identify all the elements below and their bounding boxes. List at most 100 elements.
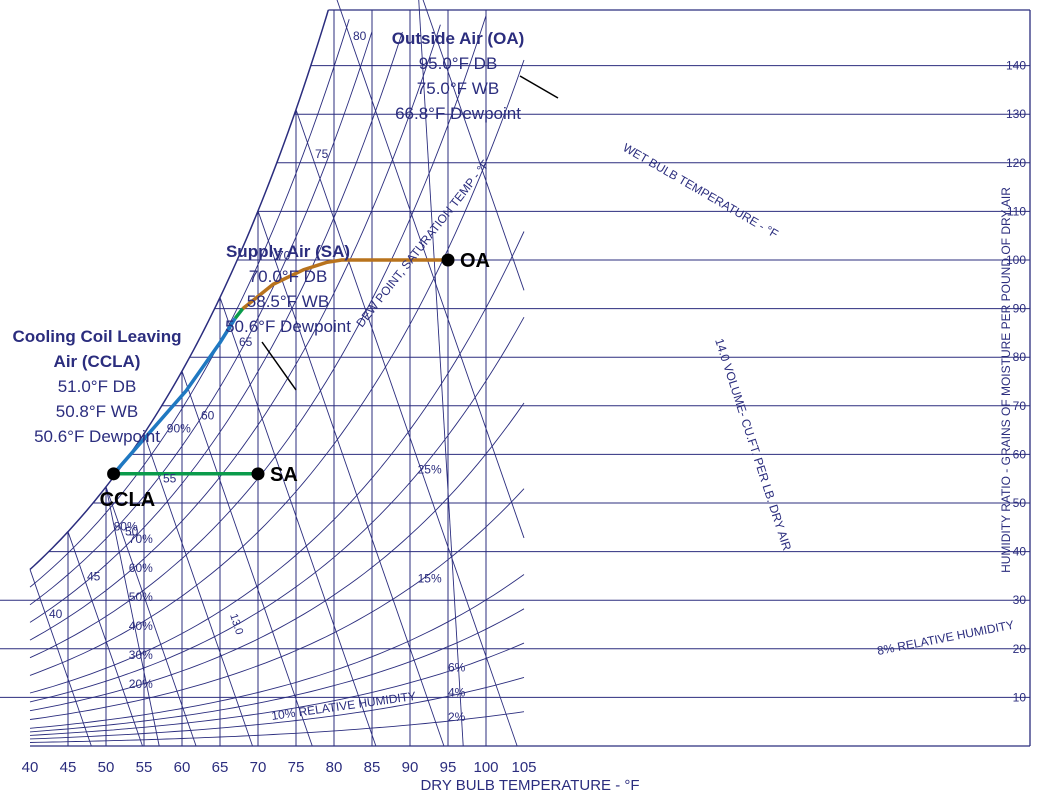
- x-tick-label: 40: [22, 759, 39, 776]
- x-tick-label: 65: [212, 759, 229, 776]
- chart-grid: [0, 0, 1031, 747]
- point-label: CCLA: [100, 489, 156, 511]
- x-tick-label: 60: [174, 759, 191, 776]
- relative-humidity-curve: [29, 19, 350, 588]
- x-tick-label: 70: [250, 759, 267, 776]
- volume-line: [418, 0, 464, 747]
- relative-humidity-curve: [29, 642, 525, 736]
- state-point: [251, 467, 265, 481]
- relative-humidity-curve: [29, 59, 525, 676]
- relative-humidity-curve: [29, 574, 525, 729]
- y-axis-label: HUMIDITY RATIO - GRAINS OF MOISTURE PER …: [999, 187, 1013, 573]
- ccla-annotation-wb: 50.8°F WB: [56, 402, 138, 421]
- x-tick-label: 105: [511, 759, 536, 776]
- ccla-annotation-db: 51.0°F DB: [58, 377, 137, 396]
- wet-bulb-value-label: 65: [239, 335, 253, 349]
- oa-annotation-dewpoint: 66.8°F Dewpoint: [395, 104, 521, 123]
- wet-bulb-value-label: 50: [125, 524, 139, 538]
- x-tick-label: 55: [136, 759, 153, 776]
- relative-humidity-curve: [29, 31, 373, 606]
- oa-annotation-db: 95.0°F DB: [419, 54, 498, 73]
- y-tick-label: 120: [1006, 156, 1026, 170]
- relative-humidity-curve: [29, 711, 525, 743]
- state-point: [441, 253, 455, 267]
- rh-right-label: 4%: [448, 685, 466, 699]
- wet-bulb-value-label: 55: [163, 471, 177, 485]
- point-label: OA: [460, 250, 490, 272]
- point-label: SA: [270, 464, 298, 486]
- wet-bulb-value-label: 80: [353, 29, 367, 43]
- rh-low-label: 10% RELATIVE HUMIDITY: [270, 689, 416, 723]
- chart-marks: [107, 253, 455, 481]
- wet-bulb-line: [336, 0, 525, 539]
- sa-annotation-wb: 58.5°F WB: [247, 292, 329, 311]
- y-tick-label: 100: [1006, 253, 1026, 267]
- sa-annotation-dewpoint: 50.6°F Dewpoint: [225, 317, 351, 336]
- wet-bulb-value-label: 60: [201, 409, 215, 423]
- rh-right-label: 6%: [448, 660, 466, 674]
- y-tick-label: 70: [1013, 399, 1027, 413]
- oa-annotation-title: Outside Air (OA): [392, 29, 525, 48]
- x-tick-label: 45: [60, 759, 77, 776]
- chart-labels: 40 45 50 55 60 65 70 75 80 85 90 95 100 105 10 20 30 40 50…: [22, 29, 1027, 776]
- wet-bulb-value-label: 75: [315, 147, 329, 161]
- ccla-annotation-title: Cooling Coil Leaving: [12, 327, 181, 346]
- sa-annotation-title: Supply Air (SA): [226, 242, 350, 261]
- rh-right-label: 25%: [418, 463, 442, 477]
- relative-humidity-curve: [29, 608, 525, 733]
- oa-annotation-wb: 75.0°F WB: [417, 79, 499, 98]
- state-point: [107, 467, 121, 481]
- y-tick-label: 130: [1006, 107, 1026, 121]
- process-line: [233, 307, 245, 320]
- y-tick-label: 40: [1013, 545, 1027, 559]
- x-tick-label: 95: [440, 759, 457, 776]
- y-tick-label: 30: [1013, 593, 1027, 607]
- rh-label: 30%: [129, 648, 153, 662]
- saturation-curve: [29, 9, 330, 570]
- wet-bulb-line: [29, 569, 92, 747]
- relative-humidity-curve: [29, 31, 403, 623]
- y-tick-label: 20: [1013, 642, 1027, 656]
- volume-label: 14.0 VOLUME- CU.FT. PER LB. DRY AIR: [712, 337, 794, 553]
- wet-bulb-line: [219, 297, 377, 747]
- wet-bulb-label: WET BULB TEMPERATURE - °F: [621, 140, 781, 241]
- y-tick-label: 60: [1013, 447, 1027, 461]
- wet-bulb-value-label: 45: [87, 569, 101, 583]
- rh-label: 60%: [129, 561, 153, 575]
- wet-bulb-line: [422, 0, 525, 291]
- relative-humidity-curve: [29, 316, 525, 703]
- saturation-curve-label: DEW POINT, SATURATION TEMP - °F: [353, 157, 492, 329]
- wet-bulb-line: [105, 486, 197, 747]
- wet-bulb-line: [143, 433, 253, 747]
- x-tick-label: 50: [98, 759, 115, 776]
- sa-leader-line: [261, 341, 297, 391]
- y-tick-label: 80: [1013, 350, 1027, 364]
- volume-small-label: 13.0: [227, 612, 245, 636]
- x-tick-label: 100: [473, 759, 498, 776]
- ccla-annotation-title-2: Air (CCLA): [54, 352, 141, 371]
- rh-right-label: 15%: [418, 572, 442, 586]
- rh-right-label: 2%: [448, 710, 466, 724]
- process-line: [112, 317, 237, 475]
- y-tick-label: 90: [1013, 302, 1027, 316]
- x-tick-label: 75: [288, 759, 305, 776]
- ccla-annotation-dewpoint: 50.6°F Dewpoint: [34, 427, 160, 446]
- relative-humidity-curve: [29, 488, 525, 720]
- wet-bulb-line: [67, 531, 143, 747]
- rh-label: 50%: [129, 590, 153, 604]
- relative-humidity-curve: [29, 24, 441, 641]
- rh-label: 70%: [129, 532, 153, 546]
- rh-label: 40%: [129, 619, 153, 633]
- wet-bulb-line: [181, 370, 313, 747]
- y-tick-label: 140: [1006, 59, 1026, 73]
- wet-bulb-value-label: 40: [49, 607, 63, 621]
- rh-label: 80%: [114, 520, 138, 534]
- relative-humidity-curve: [29, 676, 525, 740]
- rh-right-label: 8% RELATIVE HUMIDITY: [876, 618, 1015, 658]
- x-tick-label: 85: [364, 759, 381, 776]
- relative-humidity-curve: [29, 402, 525, 712]
- process-line: [241, 258, 448, 310]
- wet-bulb-value-label: 70: [277, 249, 291, 263]
- sa-annotation-db: 70.0°F DB: [249, 267, 328, 286]
